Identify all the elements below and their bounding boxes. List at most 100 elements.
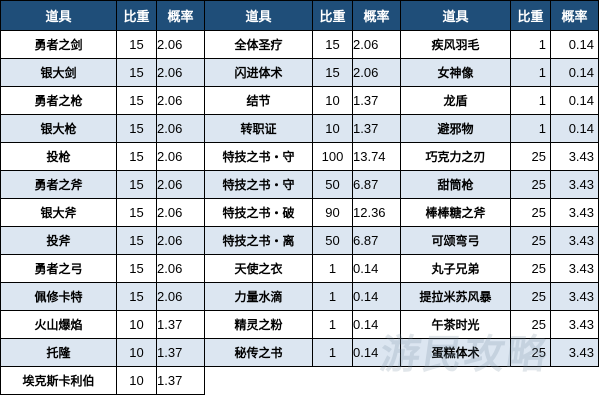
rate-cell: 6.87	[352, 226, 401, 255]
rate-cell: 0.14	[550, 114, 599, 143]
rate-cell: 13.74	[352, 142, 401, 171]
item-name-cell: 棒棒糖之斧	[400, 198, 511, 227]
table-row: 勇者之弓 15 2.06 天使之衣 1 0.14 丸子兄弟 25 3.43	[0, 254, 599, 283]
rate-cell: 1.37	[352, 86, 401, 115]
weight-cell: 10	[312, 86, 353, 115]
rate-cell: 0.14	[352, 254, 401, 283]
rate-cell: 0.14	[352, 338, 401, 367]
rate-cell: 1.37	[156, 366, 205, 395]
table-row: 银大剑 15 2.06 闪进体术 15 2.06 女神像 1 0.14	[0, 58, 599, 87]
empty-cell	[312, 366, 353, 395]
table-row: 银大斧 15 2.06 特技之书・破 90 12.36 棒棒糖之斧 25 3.43	[0, 198, 599, 227]
weight-cell: 25	[510, 170, 551, 199]
rate-cell: 0.14	[352, 282, 401, 311]
rate-cell: 12.36	[352, 198, 401, 227]
weight-cell: 15	[116, 198, 157, 227]
item-name-cell: 丸子兄弟	[400, 254, 511, 283]
weight-cell: 1	[510, 114, 551, 143]
header-rate: 概率	[550, 0, 599, 31]
weight-cell: 15	[116, 226, 157, 255]
table-row: 火山爆焰 10 1.37 精灵之粉 1 0.14 午茶时光 25 3.43	[0, 310, 599, 339]
empty-cell	[400, 366, 511, 395]
item-name-cell: 特技之书・守	[204, 142, 313, 171]
weight-cell: 15	[116, 86, 157, 115]
item-name-cell: 勇者之弓	[0, 254, 117, 283]
header-weight: 比重	[510, 0, 551, 31]
rate-cell: 2.06	[352, 30, 401, 59]
item-name-cell: 勇者之枪	[0, 86, 117, 115]
item-name-cell: 全体圣疗	[204, 30, 313, 59]
header-rate: 概率	[156, 0, 205, 31]
weight-cell: 1	[510, 58, 551, 87]
item-name-cell: 女神像	[400, 58, 511, 87]
weight-cell: 15	[116, 282, 157, 311]
weight-cell: 1	[510, 86, 551, 115]
item-name-cell: 疾风羽毛	[400, 30, 511, 59]
weight-cell: 10	[116, 338, 157, 367]
item-name-cell: 提拉米苏风暴	[400, 282, 511, 311]
weight-cell: 25	[510, 198, 551, 227]
weight-cell: 10	[116, 366, 157, 395]
item-name-cell: 巧克力之刃	[400, 142, 511, 171]
item-name-cell: 蛋糕体术	[400, 338, 511, 367]
rate-cell: 2.06	[156, 30, 205, 59]
item-name-cell: 甜筒枪	[400, 170, 511, 199]
empty-cell	[352, 366, 401, 395]
weight-cell: 15	[312, 58, 353, 87]
rate-cell: 0.14	[550, 86, 599, 115]
weight-cell: 90	[312, 198, 353, 227]
table-row: 托隆 10 1.37 秘传之书 1 0.14 蛋糕体术 25 3.43	[0, 338, 599, 367]
weight-cell: 1	[312, 282, 353, 311]
weight-cell: 1	[312, 310, 353, 339]
rate-cell: 2.06	[156, 198, 205, 227]
item-name-cell: 午茶时光	[400, 310, 511, 339]
empty-cell	[510, 366, 551, 395]
rate-cell: 1.37	[156, 338, 205, 367]
weight-cell: 15	[116, 142, 157, 171]
rate-cell: 0.14	[550, 58, 599, 87]
item-name-cell: 避邪物	[400, 114, 511, 143]
rate-cell: 2.06	[156, 142, 205, 171]
weight-cell: 15	[116, 30, 157, 59]
header-row: 道具 比重 概率 道具 比重 概率 道具 比重 概率	[0, 0, 599, 31]
rate-cell: 3.43	[550, 310, 599, 339]
weight-cell: 25	[510, 282, 551, 311]
table-row: 埃克斯卡利伯 10 1.37	[0, 366, 599, 395]
item-name-cell: 佩修卡特	[0, 282, 117, 311]
item-rate-table: 道具 比重 概率 道具 比重 概率 道具 比重 概率 勇者之剑 15 2.06 全体圣…	[0, 0, 599, 395]
rate-cell: 2.06	[156, 114, 205, 143]
item-name-cell: 龙盾	[400, 86, 511, 115]
table-row: 投斧 15 2.06 特技之书・离 50 6.87 可颂弯弓 25 3.43	[0, 226, 599, 255]
item-name-cell: 结节	[204, 86, 313, 115]
rate-cell: 3.43	[550, 254, 599, 283]
item-name-cell: 埃克斯卡利伯	[0, 366, 117, 395]
item-name-cell: 力量水滴	[204, 282, 313, 311]
header-rate: 概率	[352, 0, 401, 31]
weight-cell: 15	[312, 30, 353, 59]
item-name-cell: 勇者之斧	[0, 170, 117, 199]
item-name-cell: 特技之书・守	[204, 170, 313, 199]
weight-cell: 25	[510, 310, 551, 339]
table-row: 银大枪 15 2.06 转职证 10 1.37 避邪物 1 0.14	[0, 114, 599, 143]
item-name-cell: 托隆	[0, 338, 117, 367]
table-row: 投枪 15 2.06 特技之书・守 100 13.74 巧克力之刃 25 3.43	[0, 142, 599, 171]
header-item: 道具	[400, 0, 511, 31]
rate-cell: 2.06	[156, 86, 205, 115]
weight-cell: 25	[510, 338, 551, 367]
weight-cell: 1	[312, 254, 353, 283]
weight-cell: 10	[312, 114, 353, 143]
item-name-cell: 银大剑	[0, 58, 117, 87]
empty-cell	[550, 366, 599, 395]
weight-cell: 50	[312, 226, 353, 255]
rate-cell: 3.43	[550, 338, 599, 367]
weight-cell: 25	[510, 226, 551, 255]
weight-cell: 15	[116, 170, 157, 199]
header-weight: 比重	[312, 0, 353, 31]
header-item: 道具	[0, 0, 117, 31]
rate-cell: 2.06	[352, 58, 401, 87]
weight-cell: 15	[116, 114, 157, 143]
rate-cell: 3.43	[550, 170, 599, 199]
weight-cell: 15	[116, 58, 157, 87]
item-name-cell: 勇者之剑	[0, 30, 117, 59]
item-name-cell: 银大枪	[0, 114, 117, 143]
